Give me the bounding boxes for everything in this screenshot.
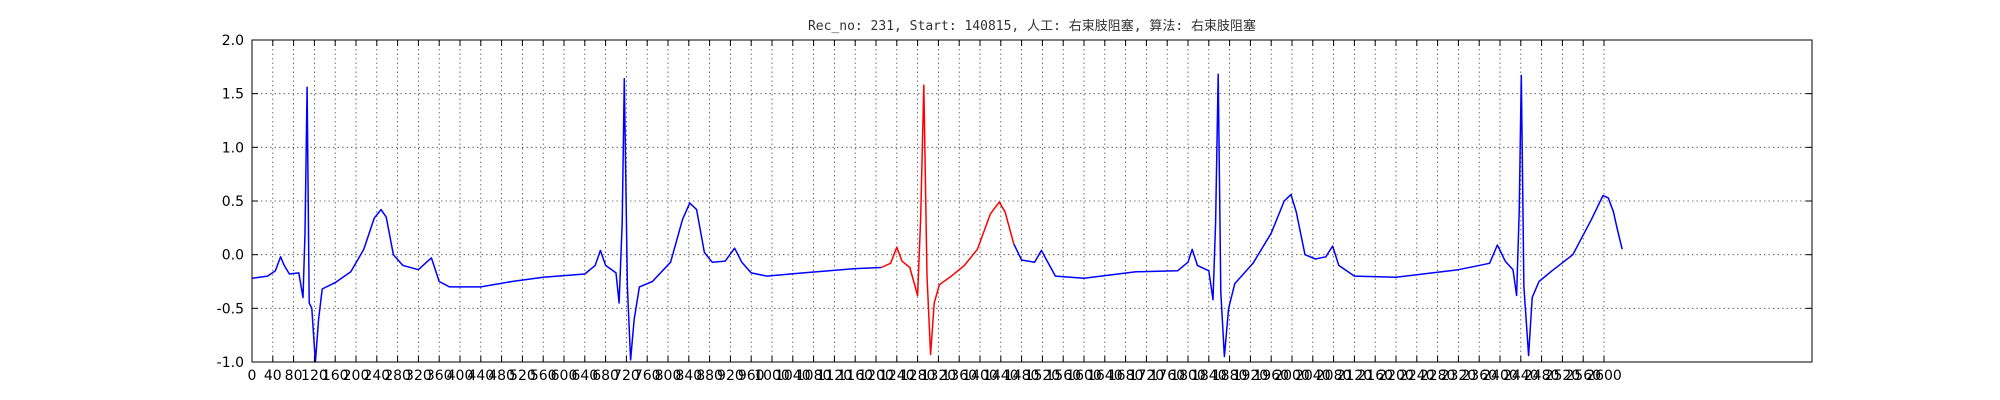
x-tick-label: 2080 — [1316, 368, 1352, 384]
x-tick-label: 1960 — [1253, 368, 1289, 384]
x-tick-label: 1440 — [983, 368, 1019, 384]
chart-title: Rec_no: 231, Start: 140815, 人工: 右束肢阻塞, 算… — [808, 18, 1256, 34]
x-tick-label: 2600 — [1586, 368, 1622, 384]
x-tick-label: 1280 — [900, 368, 936, 384]
x-tick-label: 760 — [634, 368, 661, 384]
x-tick-label: 2200 — [1378, 368, 1414, 384]
x-tick-label: 560 — [530, 368, 557, 384]
x-tick-label: 1120 — [817, 368, 853, 384]
x-tick-label: 1360 — [941, 368, 977, 384]
x-tick-label: 320 — [405, 368, 432, 384]
x-tick-label: 1200 — [858, 368, 894, 384]
x-tick-label: 1840 — [1191, 368, 1227, 384]
x-tick-label: 360 — [426, 368, 453, 384]
x-tick-label: 1640 — [1087, 368, 1123, 384]
x-tick-label: 1920 — [1233, 368, 1269, 384]
x-tick-label: 1160 — [837, 368, 873, 384]
y-axis: -1.0 -0.5 0.0 0.5 1.0 1.5 2.0 — [217, 33, 1812, 371]
x-tick-label: 680 — [592, 368, 619, 384]
ecg-segment-line — [1013, 73, 1623, 358]
x-tick-label: 1000 — [754, 368, 790, 384]
x-tick-label: 160 — [322, 368, 349, 384]
x-tick-label: 480 — [488, 368, 515, 384]
y-tick-label: 1.5 — [222, 87, 244, 103]
x-tick-label: 920 — [717, 368, 744, 384]
x-tick-label: 40 — [264, 368, 282, 384]
grid-lines — [252, 40, 1812, 362]
y-tick-label: -0.5 — [217, 301, 244, 317]
y-tick-label: 1.0 — [222, 140, 244, 156]
x-tick-label: 640 — [571, 368, 598, 384]
y-tick-label: -1.0 — [217, 355, 244, 371]
x-tick-label: 720 — [613, 368, 640, 384]
x-tick-label: 2360 — [1461, 368, 1497, 384]
x-tick-label: 280 — [384, 368, 411, 384]
x-tick-label: 200 — [343, 368, 370, 384]
x-tick-label: 80 — [285, 368, 303, 384]
x-tick-label: 2480 — [1524, 368, 1560, 384]
x-tick-label: 0 — [248, 368, 257, 384]
x-tick-label: 120 — [301, 368, 328, 384]
x-tick-label: 600 — [551, 368, 578, 384]
x-tick-label: 800 — [655, 368, 682, 384]
x-tick-label: 2280 — [1420, 368, 1456, 384]
x-tick-label: 960 — [738, 368, 765, 384]
series-group — [251, 73, 1623, 363]
x-tick-label: 2040 — [1295, 368, 1331, 384]
x-tick-label: 1680 — [1108, 368, 1144, 384]
x-tick-label: 2000 — [1274, 368, 1310, 384]
x-tick-label: 1080 — [796, 368, 832, 384]
ecg-segment-line — [880, 84, 1015, 356]
x-tick-label: 1040 — [775, 368, 811, 384]
x-tick-label: 1880 — [1212, 368, 1248, 384]
ecg-segment-line — [251, 77, 882, 363]
x-axis: 0 40 8012016020024028032036040044048052056… — [248, 40, 1622, 384]
x-tick-label: 1400 — [962, 368, 998, 384]
y-tick-label: 0.0 — [222, 248, 244, 264]
x-tick-label: 880 — [696, 368, 723, 384]
x-tick-label: 1800 — [1170, 368, 1206, 384]
x-tick-label: 1560 — [1045, 368, 1081, 384]
x-tick-label: 1760 — [1149, 368, 1185, 384]
x-tick-label: 240 — [363, 368, 390, 384]
x-tick-label: 2400 — [1482, 368, 1518, 384]
x-tick-label: 2120 — [1337, 368, 1373, 384]
x-tick-label: 2520 — [1545, 368, 1581, 384]
x-tick-label: 520 — [509, 368, 536, 384]
x-tick-label: 400 — [447, 368, 474, 384]
x-tick-label: 2440 — [1503, 368, 1539, 384]
x-tick-label: 2560 — [1565, 368, 1601, 384]
x-tick-label: 440 — [467, 368, 494, 384]
y-tick-label: 2.0 — [222, 33, 244, 49]
x-tick-label: 840 — [675, 368, 702, 384]
x-tick-label: 1600 — [1066, 368, 1102, 384]
x-tick-label: 2160 — [1357, 368, 1393, 384]
x-tick-label: 1720 — [1129, 368, 1165, 384]
x-tick-label: 1240 — [879, 368, 915, 384]
x-tick-label: 2240 — [1399, 368, 1435, 384]
x-tick-label: 2320 — [1441, 368, 1477, 384]
x-tick-label: 1480 — [1004, 368, 1040, 384]
x-tick-label: 1320 — [921, 368, 957, 384]
y-tick-label: 0.5 — [222, 194, 244, 210]
x-tick-label: 1520 — [1025, 368, 1061, 384]
